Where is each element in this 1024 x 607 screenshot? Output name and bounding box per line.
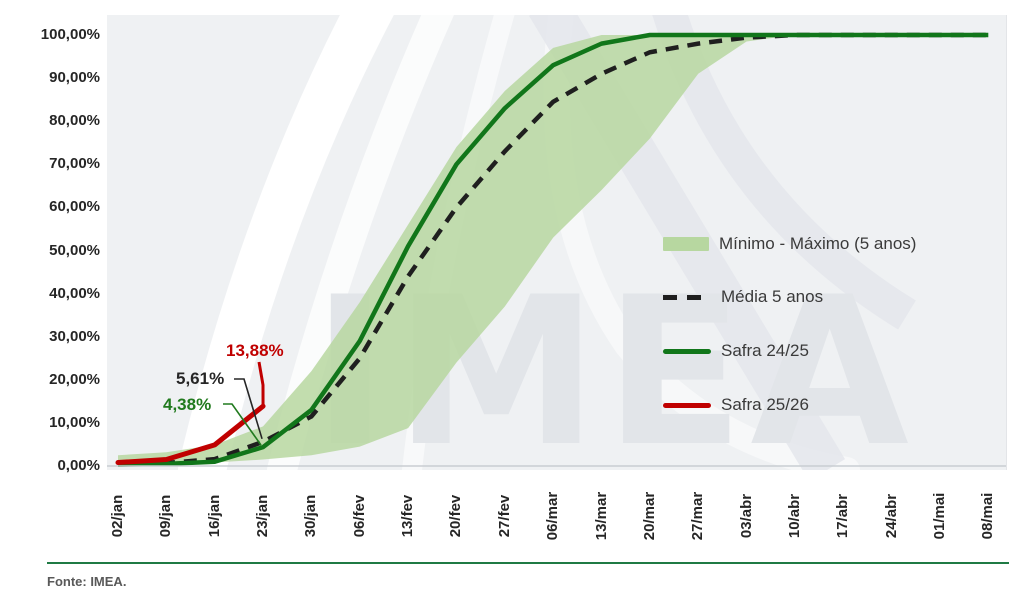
x-tick-label: 13/fev [399,494,417,538]
legend-label: Safra 25/26 [721,395,809,414]
annotation-label-m-dia-5-anos: 5,61% [176,369,225,388]
legend-item-min-max: Mínimo - Máximo (5 anos) [663,232,916,256]
y-tick-label: 0,00% [57,457,100,474]
x-tick-label: 10/abr [785,493,803,539]
x-tick-label: 17/abr [834,493,852,539]
y-tick-label: 50,00% [49,241,100,259]
x-tick-label: 16/jan [205,494,223,538]
legend-label: Média 5 anos [721,287,824,306]
legend-label: Safra 24/25 [721,341,809,360]
x-tick-label: 06/fev [350,494,368,538]
x-tick-label: 08/mai [979,492,997,540]
safra-24-25-line [117,32,989,467]
legend-label: Mínimo - Máximo (5 anos) [719,234,917,253]
x-tick-label: 13/mar [592,491,610,541]
annotation-leader-line [234,378,263,440]
y-tick-label: 70,00% [49,155,100,173]
footer-divider [47,562,1009,564]
legend-swatch [663,294,711,300]
annotation-label-safra-24-25: 4,38% [163,395,212,414]
x-tick-label: 27/mar [689,491,707,541]
x-tick-label: 02/jan [109,494,126,538]
x-tick-label: 06/mar [544,491,562,541]
legend-item-safra-24-25: Safra 24/25 [663,339,809,363]
safra-25-26-line [115,403,266,466]
x-tick-label: 24/abr [882,493,900,539]
min-max-band-area [118,35,989,465]
legend-swatch [663,348,711,354]
plot-area: IMEA [107,15,1007,470]
x-tick-label: 20/fev [447,494,465,538]
legend-item-media: Média 5 anos [663,285,823,309]
y-tick-label: 90,00% [49,69,100,87]
legend-swatch [663,402,711,408]
y-tick-label: 10,00% [49,413,100,431]
annotation-leader-line [257,361,265,409]
x-tick-label: 01/mai [930,492,948,540]
x-tick-label: 03/abr [737,493,755,539]
y-tick-label: 60,00% [49,198,100,216]
x-tick-label: 09/jan [157,494,175,538]
y-tick-label: 100,00% [40,26,100,43]
chart-svg: IMEA [107,15,1007,470]
y-tick-label: 40,00% [49,284,100,302]
annotation-leader-line [223,403,262,446]
x-tick-label: 30/jan [302,494,320,538]
source-note: Fonte: IMEA. [47,574,127,589]
y-tick-label: 30,00% [49,327,100,345]
x-tick-label: 20/mar [640,491,658,541]
y-tick-label: 20,00% [49,370,100,388]
legend-item-safra-25-26: Safra 25/26 [663,393,809,417]
annotation-label-safra-25-26: 13,88% [226,341,284,360]
legend-swatch [663,237,709,251]
x-tick-label: 27/fev [495,494,513,538]
x-tick-label: 23/jan [254,494,272,538]
y-tick-label: 80,00% [49,112,100,130]
